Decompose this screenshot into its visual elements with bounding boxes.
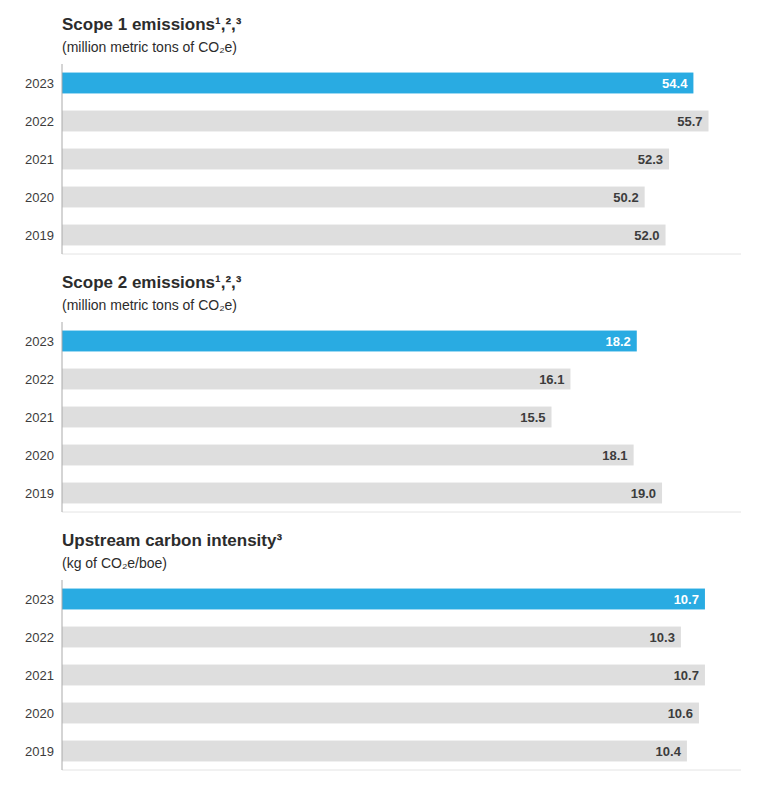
- bar: [62, 407, 552, 428]
- tick-label: 2023: [25, 334, 54, 349]
- data-label: 54.4: [662, 76, 688, 91]
- data-label: 18.2: [605, 334, 630, 349]
- data-label: 52.0: [634, 228, 659, 243]
- subtitle: (kg of CO₂e/boe): [62, 555, 167, 571]
- bars: [62, 589, 705, 762]
- data-label: 10.7: [674, 592, 699, 607]
- tick-label: 2019: [25, 744, 54, 759]
- axis-line: [62, 512, 741, 513]
- tick-label: 2021: [25, 668, 54, 683]
- zero-line: [62, 580, 63, 770]
- bar: [62, 331, 637, 352]
- bar: [62, 445, 634, 466]
- labels: 10.7 2023 10.3 2022 10.7 2021 10.6 2020 10.4 2019: [25, 592, 699, 759]
- data-label: 50.2: [613, 190, 638, 205]
- zero-line: [62, 322, 63, 512]
- subtitle: (million metric tons of CO₂e): [62, 297, 237, 313]
- bar: [62, 483, 662, 504]
- title: Scope 1 emissions¹,²,³: [62, 15, 242, 34]
- tick-label: 2020: [25, 706, 54, 721]
- data-label: 10.3: [650, 630, 675, 645]
- subtitle: (million metric tons of CO₂e): [62, 39, 237, 55]
- tick-label: 2020: [25, 190, 54, 205]
- tick-label: 2019: [25, 228, 54, 243]
- tick-label: 2021: [25, 152, 54, 167]
- tick-label: 2022: [25, 114, 54, 129]
- tick-label: 2020: [25, 448, 54, 463]
- title: Scope 2 emissions¹,²,³: [62, 273, 242, 292]
- data-label: 19.0: [631, 486, 656, 501]
- data-label: 16.1: [539, 372, 564, 387]
- bar: [62, 225, 666, 246]
- chart: Scope 2 emissions¹,²,³ (million metric to…: [25, 273, 741, 512]
- bars: [62, 331, 662, 504]
- tick-label: 2021: [25, 410, 54, 425]
- data-label: 15.5: [520, 410, 545, 425]
- data-label: 10.4: [656, 744, 682, 759]
- tick-label: 2023: [25, 76, 54, 91]
- labels: 54.4 2023 55.7 2022 52.3 2021 50.2 2020 52.0 2019: [25, 76, 702, 243]
- tick-label: 2023: [25, 592, 54, 607]
- bar: [62, 703, 699, 724]
- bar: [62, 665, 705, 686]
- labels: 18.2 2023 16.1 2022 15.5 2021 18.1 2020 19.0 2019: [25, 334, 656, 501]
- data-label: 18.1: [602, 448, 627, 463]
- bar: [62, 73, 693, 94]
- data-label: 55.7: [677, 114, 702, 129]
- data-label: 10.6: [668, 706, 693, 721]
- bars: [62, 73, 709, 246]
- tick-label: 2022: [25, 372, 54, 387]
- bar: [62, 111, 709, 132]
- title: Upstream carbon intensity³: [62, 531, 282, 550]
- chart: Upstream carbon intensity³ (kg of CO₂e/bo…: [25, 531, 741, 770]
- bar: [62, 627, 681, 648]
- axis-line: [62, 254, 741, 255]
- data-label: 52.3: [638, 152, 663, 167]
- tick-label: 2019: [25, 486, 54, 501]
- axis-line: [62, 770, 741, 771]
- bar: [62, 187, 645, 208]
- bar: [62, 149, 669, 170]
- data-label: 10.7: [674, 668, 699, 683]
- bar: [62, 741, 687, 762]
- zero-line: [62, 64, 63, 254]
- chart: Scope 1 emissions¹,²,³ (million metric to…: [25, 15, 741, 254]
- bar: [62, 369, 570, 390]
- tick-label: 2022: [25, 630, 54, 645]
- bar: [62, 589, 705, 610]
- chart-page: Scope 1 emissions¹,²,³ (million metric to…: [0, 0, 777, 786]
